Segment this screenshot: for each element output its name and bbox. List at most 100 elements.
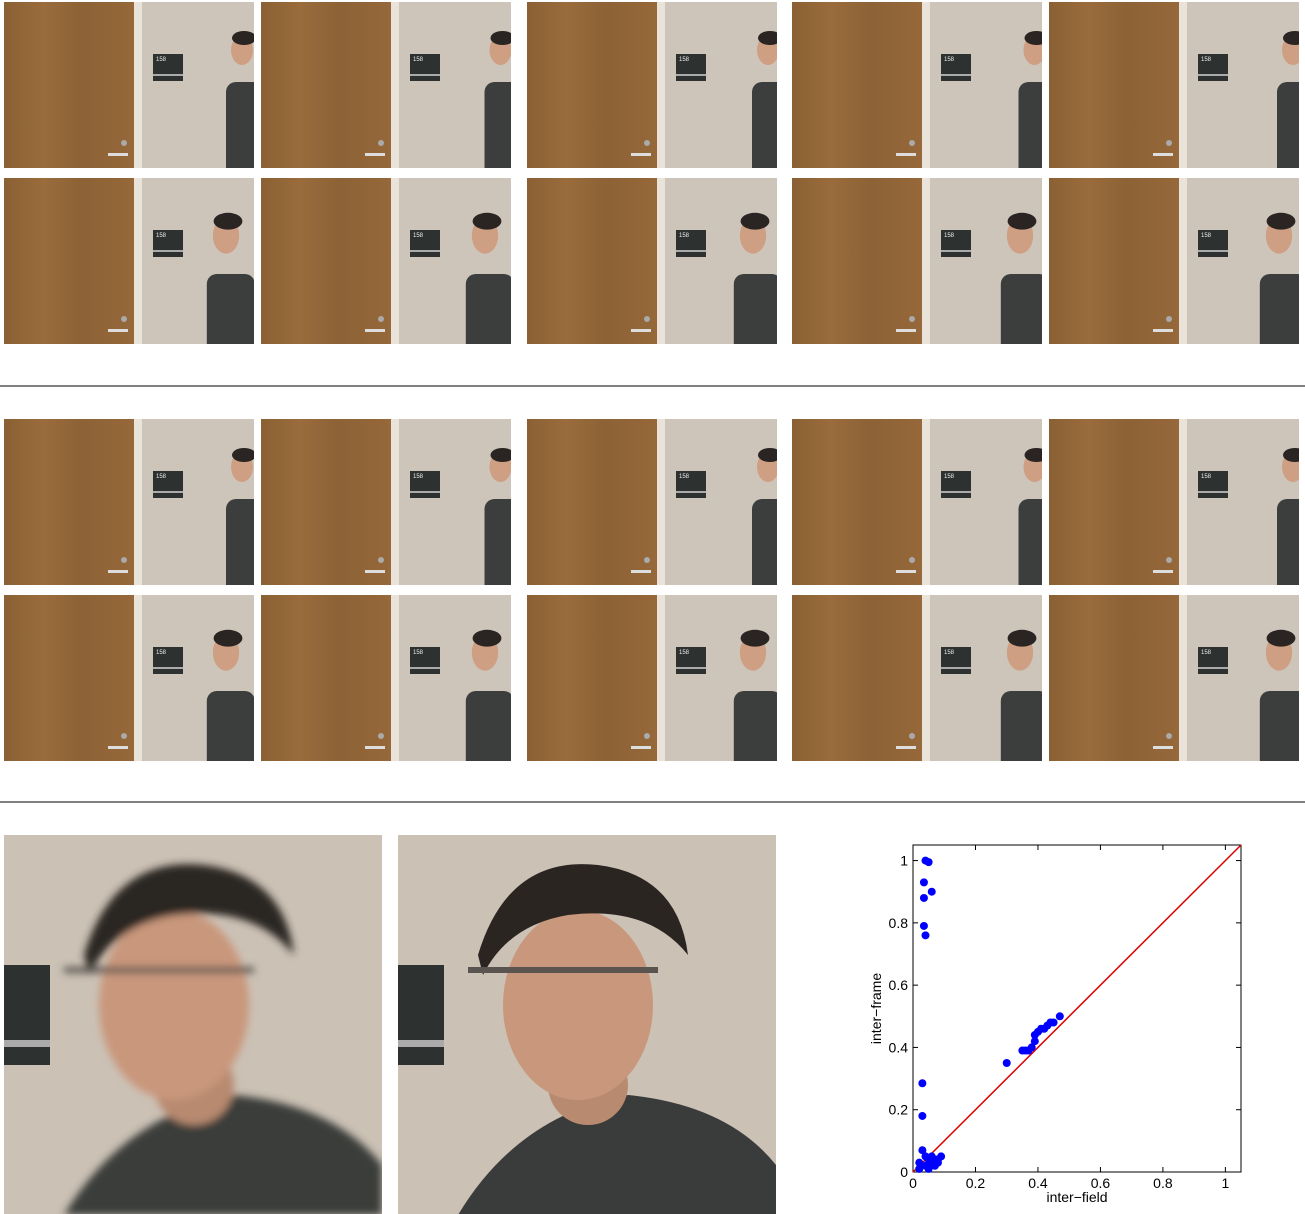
lock	[909, 733, 915, 739]
video-frame: 158	[1049, 178, 1305, 394]
person-body	[1001, 691, 1049, 811]
video-frame: 158	[4, 595, 255, 811]
door-frame	[1179, 2, 1187, 168]
door	[4, 419, 134, 585]
lock	[909, 316, 915, 322]
person-face	[99, 910, 249, 1100]
person-body	[734, 691, 782, 811]
door-frame	[922, 2, 930, 168]
person-body	[207, 691, 255, 811]
person-hair	[1008, 630, 1037, 647]
sign-stripe	[410, 250, 440, 252]
diagonal-line	[913, 845, 1241, 1172]
person-body	[466, 274, 514, 394]
lock	[121, 557, 127, 563]
door	[792, 178, 922, 344]
sign-stripe	[153, 667, 183, 669]
door-frame	[391, 178, 399, 344]
sign-stripe	[1198, 491, 1228, 493]
door-frame	[922, 419, 930, 585]
person-hair	[491, 31, 515, 45]
person-hair	[214, 213, 243, 230]
door	[261, 178, 391, 344]
sign-stripe	[1198, 667, 1228, 669]
lock	[378, 140, 384, 146]
sign-text: 158	[156, 57, 167, 63]
y-tick-label: 0	[900, 1164, 908, 1180]
sign-text: 158	[679, 650, 690, 656]
door	[261, 419, 391, 585]
sign-text: 158	[156, 650, 167, 656]
point	[918, 1079, 926, 1087]
video-frame: 158	[792, 419, 1059, 619]
y-tick-label: 0.8	[889, 915, 909, 931]
person-hair	[1008, 213, 1037, 230]
sign-stripe	[153, 250, 183, 252]
door-frame	[657, 178, 665, 344]
video-frame: 158	[527, 419, 792, 619]
lock	[378, 557, 384, 563]
point	[1031, 1037, 1039, 1045]
point	[934, 1159, 942, 1167]
sign	[398, 965, 444, 1065]
lock	[644, 140, 650, 146]
lock	[121, 733, 127, 739]
sign-stripe	[1198, 250, 1228, 252]
sign-text: 158	[1201, 233, 1212, 239]
door	[527, 178, 657, 344]
sign-text: 158	[944, 474, 955, 480]
door-frame	[1179, 595, 1187, 761]
figure: 1581581581581581581581581581581581581581…	[0, 0, 1305, 1214]
door-frame	[391, 595, 399, 761]
y-tick-label: 0.4	[889, 1039, 909, 1055]
sign-text: 158	[944, 233, 955, 239]
sign-text: 158	[944, 650, 955, 656]
door-handle	[1153, 329, 1173, 332]
door-handle	[108, 329, 128, 332]
door-handle	[1153, 746, 1173, 749]
closeup-frame	[4, 835, 382, 1214]
lock	[378, 316, 384, 322]
sign-stripe	[1198, 74, 1228, 76]
sign-stripe	[153, 491, 183, 493]
door-frame	[1179, 419, 1187, 585]
y-tick-label: 0.6	[889, 977, 909, 993]
video-frame: 158	[261, 419, 525, 619]
door	[261, 2, 391, 168]
sign-stripe	[941, 491, 971, 493]
door-frame	[391, 419, 399, 585]
door-handle	[365, 329, 385, 332]
video-frame: 158	[1049, 595, 1305, 811]
door-frame	[134, 2, 142, 168]
person-hair	[232, 448, 256, 462]
person-body	[734, 274, 782, 394]
sign-stripe	[676, 74, 706, 76]
sign-stripe	[410, 491, 440, 493]
video-frame: 158	[792, 2, 1059, 202]
video-frame: 158	[527, 2, 792, 202]
lock	[121, 140, 127, 146]
sign-stripe	[941, 250, 971, 252]
glasses	[64, 967, 254, 973]
person-hair	[758, 31, 782, 45]
door	[4, 178, 134, 344]
person-body	[1260, 691, 1305, 811]
door-handle	[108, 570, 128, 573]
door	[527, 419, 657, 585]
sign-text: 158	[413, 57, 424, 63]
door-handle	[108, 746, 128, 749]
sign-text: 158	[1201, 474, 1212, 480]
door-frame	[134, 178, 142, 344]
sign-text: 158	[944, 57, 955, 63]
door-handle	[631, 329, 651, 332]
door	[4, 595, 134, 761]
person-hair	[473, 630, 502, 647]
video-frame: 158	[792, 178, 1049, 394]
lock	[378, 733, 384, 739]
person-body	[466, 691, 514, 811]
sign-stripe	[4, 1040, 50, 1047]
door	[1049, 2, 1179, 168]
door-handle	[896, 329, 916, 332]
sign-text: 158	[413, 650, 424, 656]
door-handle	[896, 153, 916, 156]
